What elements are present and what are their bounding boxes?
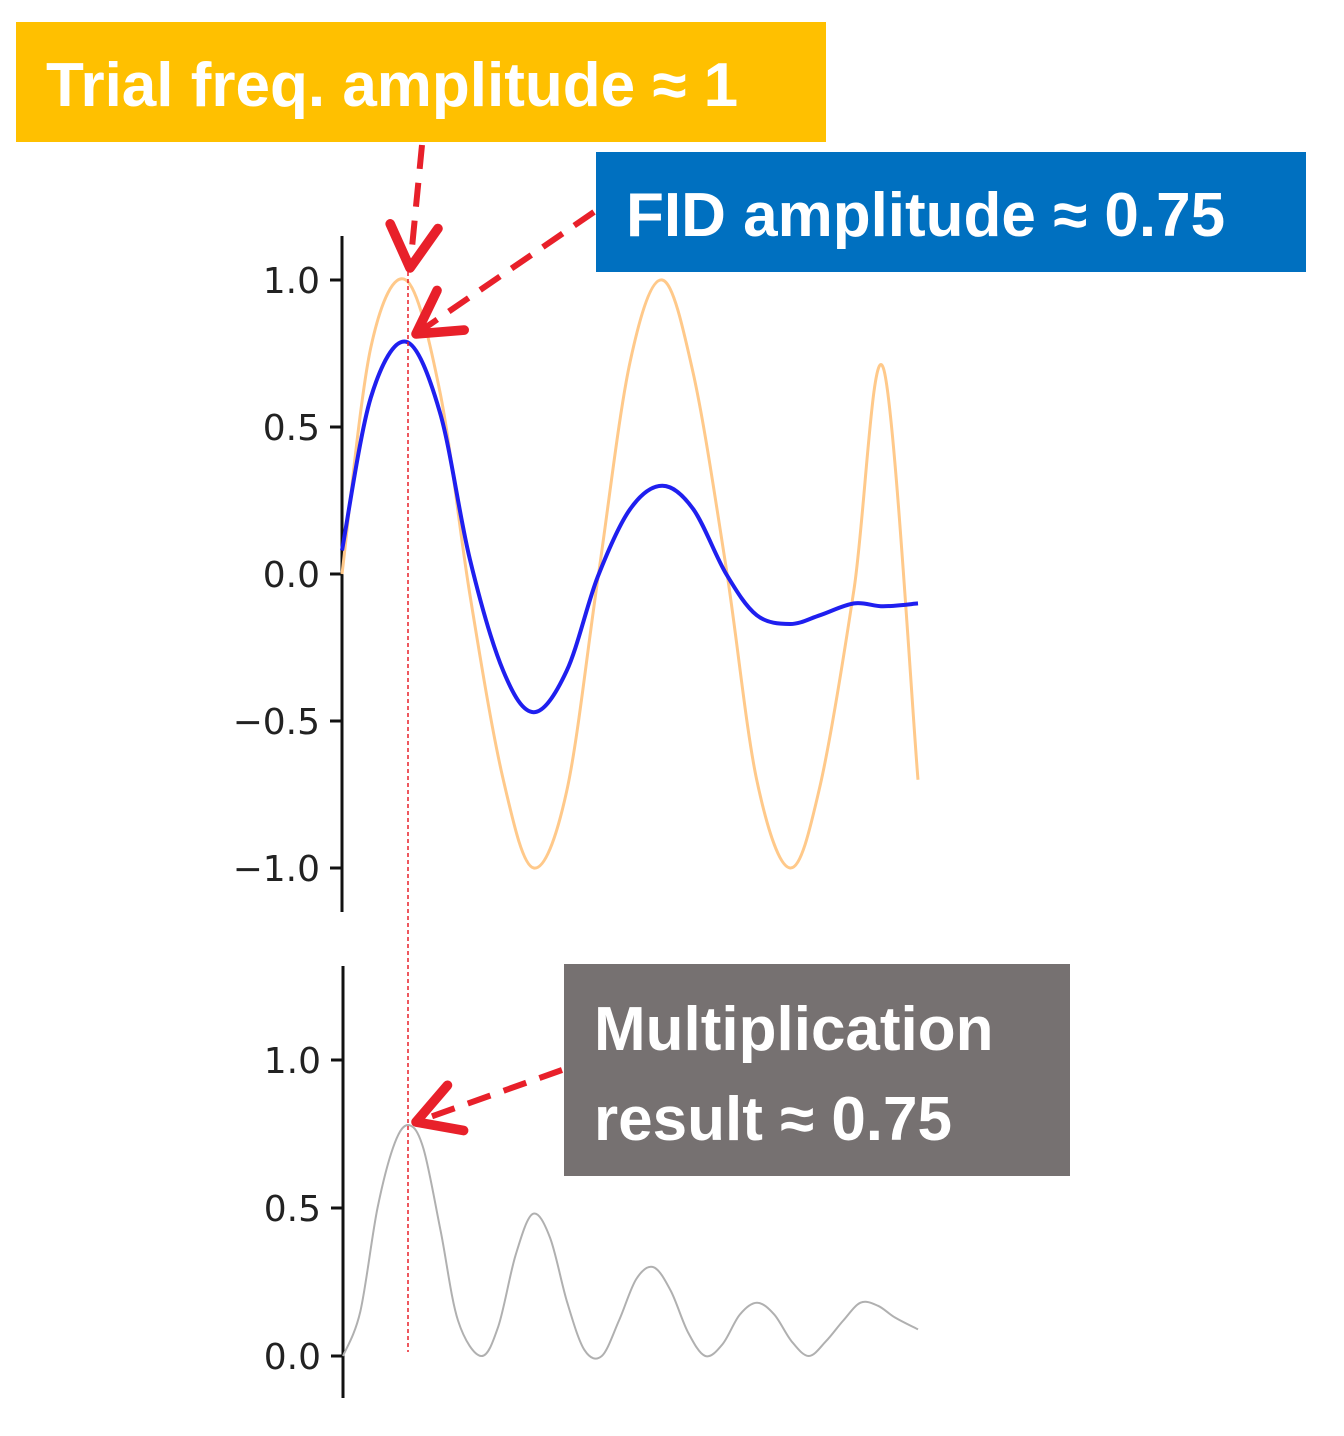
top-y-ticks: 1.0 0.5 0.0 −0.5 −1.0 [233,261,342,890]
callout-trial-text: Trial freq. amplitude ≈ 1 [46,51,738,120]
arrow-trial [385,144,443,273]
bottom-series-line-0 [342,1124,919,1360]
top-y-tick-label: 0.0 [263,555,320,596]
bottom-y-tick-label: 0.5 [264,1189,321,1230]
callout-product-box [564,964,1070,1176]
bottom-series-group [342,1124,919,1360]
callout-trial-box [16,22,826,142]
callout-product-line1: Multiplication [594,995,994,1064]
callout-fid-box [596,152,1306,272]
top-series-line-1 [340,339,919,715]
top-series-group [340,277,920,870]
top-y-tick-label: 1.0 [263,261,320,302]
callout-fid-text: FID amplitude ≈ 0.75 [626,181,1225,250]
top-y-tick-label: 0.5 [263,408,320,449]
callout-product: Multiplication result ≈ 0.75 [564,964,1070,1176]
bottom-chart: 1.0 0.5 0.0 [264,966,919,1398]
bottom-y-ticks: 1.0 0.5 0.0 [264,1041,343,1378]
callout-fid: FID amplitude ≈ 0.75 [596,152,1306,272]
top-series-line-0 [340,277,920,870]
arrow-fid [411,209,596,339]
bottom-y-tick-label: 1.0 [264,1041,321,1082]
top-chart: 1.0 0.5 0.0 −0.5 −1.0 [233,236,920,912]
top-y-tick-label: −1.0 [233,849,320,890]
callout-product-line2: result ≈ 0.75 [594,1085,952,1154]
bottom-y-tick-label: 0.0 [264,1337,321,1378]
callout-trial: Trial freq. amplitude ≈ 1 [16,22,826,142]
arrow-product [411,1067,564,1136]
top-y-tick-label: −0.5 [233,702,320,743]
